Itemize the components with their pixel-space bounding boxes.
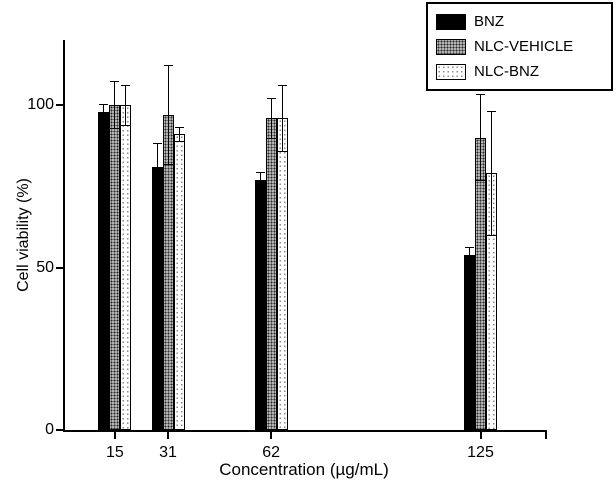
error-cap-top-nlc-bnz-125 bbox=[487, 110, 497, 112]
x-axis-label: Concentration (µg/mL) bbox=[219, 460, 389, 479]
bar-nlc-bnz-62 bbox=[276, 118, 288, 430]
legend: BNZ NLC-VEHICLE NLC-BNZ bbox=[426, 2, 613, 91]
legend-entry-nlc-bnz: NLC-BNZ bbox=[436, 59, 601, 84]
error-cap-bottom-nlc-bnz-125 bbox=[487, 235, 497, 236]
error-bar-nlc-vehicle-15 bbox=[114, 82, 116, 128]
error-cap-bottom-nlc-bnz-31 bbox=[174, 140, 184, 142]
bar-bnz-15 bbox=[98, 111, 110, 430]
bar-nlc-bnz-31 bbox=[173, 134, 185, 430]
error-cap-bottom-nlc-vehicle-62 bbox=[266, 137, 276, 139]
x-tick-axis-end bbox=[545, 432, 547, 439]
error-cap-bottom-bnz-125 bbox=[465, 261, 475, 262]
x-tick-62 bbox=[270, 432, 273, 439]
legend-label-nlc-bnz: NLC-BNZ bbox=[474, 63, 540, 80]
error-bar-nlc-vehicle-31 bbox=[167, 66, 169, 164]
error-cap-bottom-bnz-62 bbox=[255, 186, 265, 188]
x-tick-label-62: 62 bbox=[262, 444, 280, 461]
legend-swatch-bnz bbox=[436, 13, 466, 30]
error-bar-nlc-bnz-125 bbox=[491, 111, 493, 235]
error-cap-top-bnz-15 bbox=[99, 104, 109, 105]
error-cap-bottom-nlc-bnz-62 bbox=[277, 150, 287, 152]
y-tick-label-50: 50 bbox=[36, 258, 54, 276]
legend-entry-nlc-vehicle: NLC-VEHICLE bbox=[436, 34, 601, 59]
y-tick-50 bbox=[56, 266, 63, 269]
x-tick-label-15: 15 bbox=[105, 444, 124, 461]
error-cap-bottom-nlc-vehicle-15 bbox=[110, 127, 120, 129]
error-bar-nlc-bnz-15 bbox=[125, 85, 127, 125]
y-tick-label-0: 0 bbox=[45, 421, 54, 438]
error-bar-nlc-bnz-31 bbox=[178, 127, 180, 141]
error-cap-top-bnz-62 bbox=[255, 172, 265, 174]
error-bar-bnz-31 bbox=[156, 144, 158, 190]
legend-swatch-nlc-vehicle bbox=[436, 38, 466, 55]
error-cap-bottom-nlc-bnz-15 bbox=[121, 124, 131, 126]
error-cap-top-nlc-vehicle-31 bbox=[163, 65, 173, 66]
error-cap-top-nlc-vehicle-15 bbox=[110, 81, 120, 83]
x-tick-label-31: 31 bbox=[159, 444, 177, 461]
plot-area: 0 50 100 15 31 62 125 bbox=[27, 40, 547, 461]
error-cap-top-nlc-bnz-15 bbox=[121, 84, 131, 86]
error-cap-top-nlc-vehicle-62 bbox=[266, 97, 276, 99]
y-tick-0 bbox=[56, 429, 63, 431]
x-tick-label-125: 125 bbox=[467, 444, 494, 461]
error-bar-nlc-vehicle-125 bbox=[480, 95, 482, 180]
legend-swatch-nlc-bnz bbox=[436, 63, 466, 80]
error-bar-nlc-vehicle-62 bbox=[270, 98, 272, 138]
error-bar-bnz-125 bbox=[469, 248, 471, 261]
legend-label-nlc-vehicle: NLC-VEHICLE bbox=[474, 38, 574, 55]
error-cap-top-nlc-bnz-62 bbox=[277, 84, 287, 86]
bar-nlc-vehicle-125 bbox=[475, 137, 487, 430]
error-bar-bnz-15 bbox=[103, 105, 105, 118]
error-cap-top-nlc-bnz-31 bbox=[174, 126, 184, 128]
x-tick-31 bbox=[167, 432, 170, 439]
bar-bnz-125 bbox=[464, 254, 476, 430]
x-tick-125 bbox=[479, 432, 482, 439]
bar-bnz-62 bbox=[254, 179, 266, 430]
error-cap-bottom-nlc-vehicle-125 bbox=[476, 179, 486, 181]
error-cap-top-bnz-125 bbox=[465, 247, 475, 248]
error-bar-nlc-bnz-62 bbox=[281, 85, 283, 151]
bar-nlc-vehicle-62 bbox=[265, 118, 277, 430]
error-cap-bottom-bnz-15 bbox=[99, 118, 109, 119]
error-cap-bottom-nlc-vehicle-31 bbox=[163, 163, 173, 165]
y-tick-label-100: 100 bbox=[27, 96, 54, 113]
bar-bnz-31 bbox=[151, 166, 163, 430]
y-axis-label: Cell viability (%) bbox=[15, 178, 32, 292]
x-tick-15 bbox=[113, 432, 116, 439]
bar-nlc-bnz-15 bbox=[120, 105, 132, 430]
legend-entry-bnz: BNZ bbox=[436, 9, 601, 34]
y-tick-100 bbox=[56, 104, 63, 106]
bar-nlc-vehicle-15 bbox=[109, 105, 121, 430]
error-cap-top-nlc-vehicle-125 bbox=[476, 94, 486, 96]
error-bar-bnz-62 bbox=[259, 173, 261, 187]
error-cap-bottom-bnz-31 bbox=[152, 189, 162, 191]
error-cap-top-bnz-31 bbox=[152, 143, 162, 144]
legend-label-bnz: BNZ bbox=[474, 13, 504, 30]
